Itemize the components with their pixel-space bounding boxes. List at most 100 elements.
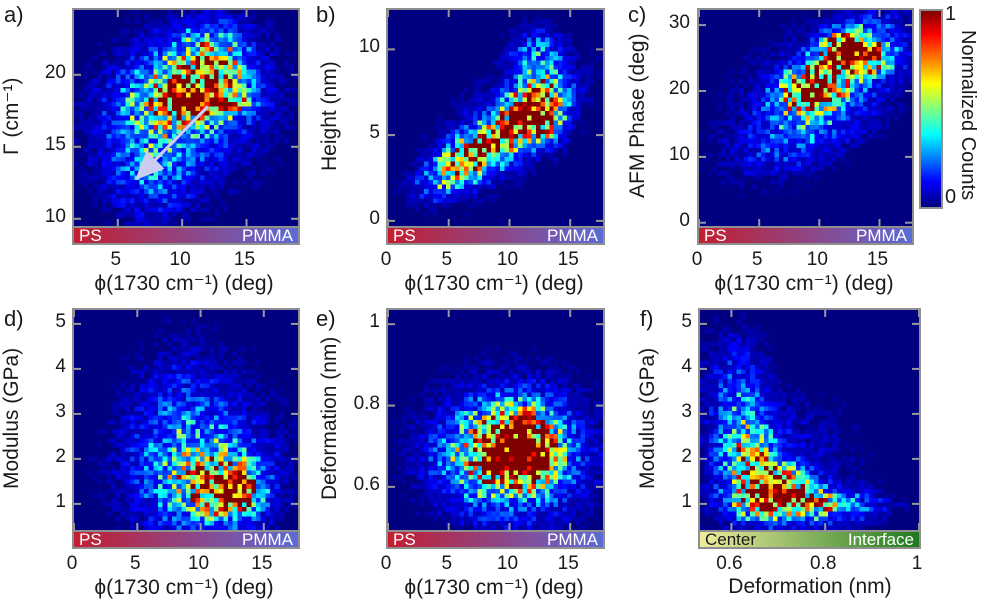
heatmap-plot	[386, 308, 605, 532]
x-tick: 15	[557, 249, 579, 270]
y-tick: 1	[369, 311, 380, 333]
bar-right-label: Interface	[847, 529, 914, 549]
heatmap-plot	[72, 308, 300, 532]
x-axis-label: ϕ(1730 cm⁻¹) (deg)	[94, 272, 274, 295]
heatmap-canvas	[74, 10, 298, 226]
colorbar-gradient	[919, 9, 943, 209]
panel-a-label: a)	[4, 2, 24, 27]
bar-right-label: PMMA	[242, 225, 293, 245]
y-tick: 2	[55, 445, 66, 467]
y-tick: 0.6	[353, 473, 380, 495]
x-tick: 0	[380, 249, 392, 270]
x-axis-label: ϕ(1730 cm⁻¹) (deg)	[404, 272, 584, 295]
bar-left-label: PS	[393, 529, 416, 549]
heatmap-canvas	[699, 10, 912, 226]
y-tick: 30	[668, 12, 690, 34]
y-tick: 3	[681, 400, 692, 422]
y-tick-labels: 0 10 20 30	[638, 8, 690, 231]
panel-d-label: d)	[4, 306, 24, 331]
bar-right-label: PMMA	[547, 225, 598, 245]
y-tick: 1	[681, 490, 692, 512]
y-tick: 5	[55, 310, 66, 332]
heatmap-plot	[698, 308, 921, 532]
x-axis-label: ϕ(1730 cm⁻¹) (deg)	[94, 576, 274, 599]
y-tick: 20	[44, 61, 66, 83]
panel-e-label: e)	[316, 306, 336, 331]
x-tick: 5	[110, 249, 122, 270]
colorbar-top-tick: 1	[945, 3, 957, 25]
x-axis-label: Deformation (nm)	[728, 575, 892, 598]
x-tick: 5	[751, 249, 763, 270]
x-tick: 0	[66, 553, 78, 574]
bar-left-label: PS	[704, 225, 727, 245]
panel-a: a) Γ (cm⁻¹) 10 15 20 PS PMMA 5 10 15 ϕ(1730 …	[0, 0, 310, 300]
x-tick: 5	[441, 553, 453, 574]
colorbar-label: Normalized Counts	[957, 29, 979, 201]
x-tick: 10	[806, 249, 828, 270]
y-tick: 10	[358, 36, 380, 58]
panel-c-label: c)	[628, 2, 647, 27]
x-axis-label: ϕ(1730 cm⁻¹) (deg)	[714, 272, 894, 295]
heatmap-canvas	[388, 310, 603, 530]
x-tick: 5	[441, 249, 453, 270]
x-tick-labels: 0 5 10 15	[692, 247, 910, 271]
tick-marks	[74, 310, 298, 530]
y-tick: 0.8	[353, 392, 380, 414]
x-axis-label: ϕ(1730 cm⁻¹) (deg)	[404, 576, 584, 599]
colorbar: 1 0 Normalized Counts	[916, 0, 983, 235]
x-tick: 15	[233, 249, 256, 270]
y-tick-labels: 10 15 20	[10, 8, 66, 227]
panel-e: e) Deformation (nm) 0.6 0.8 1 PS PMMA 0 5 10…	[312, 300, 608, 605]
colorbar-bottom-tick: 0	[945, 186, 957, 208]
y-tick: 0	[679, 209, 690, 231]
y-tick: 0	[369, 207, 380, 229]
bar-right-label: PMMA	[856, 225, 907, 245]
y-tick-labels: 1 2 3 4 5	[10, 308, 66, 528]
y-tick: 4	[681, 355, 692, 377]
x-tick: 0	[380, 553, 392, 574]
x-tick: 15	[251, 553, 273, 574]
x-tick: 10	[496, 553, 519, 574]
y-tick: 1	[55, 490, 66, 512]
center-interface-gradient-bar: Center Interface	[698, 530, 921, 549]
y-tick-labels: 0.6 0.8 1	[330, 308, 380, 528]
heatmap-canvas	[74, 310, 298, 530]
panel-c: c) AFM Phase (deg) 0 10 20 30 PS PMMA 0 5 10 1…	[624, 0, 914, 300]
bar-right-label: PMMA	[547, 529, 598, 549]
annotation-arrow	[135, 105, 210, 181]
y-tick: 2	[681, 445, 692, 467]
panel-f-label: f)	[640, 306, 654, 331]
x-tick: 1	[911, 553, 923, 574]
y-tick: 10	[668, 143, 690, 165]
y-tick: 10	[44, 205, 66, 227]
heatmap-plot	[697, 8, 914, 228]
ps-pmma-gradient-bar: PS PMMA	[72, 226, 300, 245]
tick-marks	[699, 10, 912, 226]
x-tick: 0	[691, 249, 703, 270]
x-tick-labels: 0 5 10 15	[381, 247, 601, 271]
x-tick-labels: 0 5 10 15	[67, 551, 296, 575]
x-tick: 10	[496, 249, 519, 270]
x-tick-labels: 5 10 15	[72, 247, 296, 271]
heatmap-canvas	[700, 310, 919, 530]
ps-pmma-gradient-bar: PS PMMA	[697, 226, 914, 245]
x-tick: 0.8	[809, 553, 837, 574]
bar-right-label: PMMA	[242, 529, 293, 549]
x-tick-labels: 0 5 10 15	[381, 551, 601, 575]
bar-left-label: PS	[79, 529, 102, 549]
tick-marks	[388, 310, 603, 530]
panel-b-label: b)	[316, 2, 336, 27]
tick-marks	[74, 10, 298, 226]
x-tick: 15	[557, 553, 579, 574]
x-tick: 5	[129, 553, 141, 574]
panel-b: b) Height (nm) 0 5 10 PS PMMA 0 5 10 15 ϕ(173…	[312, 0, 608, 300]
heatmap-plot	[72, 8, 300, 228]
tick-marks	[388, 10, 603, 226]
y-tick-labels: 0 5 10	[330, 8, 380, 228]
heatmap-plot	[386, 8, 605, 228]
x-tick-labels: 0.6 0.8 1	[698, 551, 922, 575]
y-tick: 4	[55, 355, 66, 377]
